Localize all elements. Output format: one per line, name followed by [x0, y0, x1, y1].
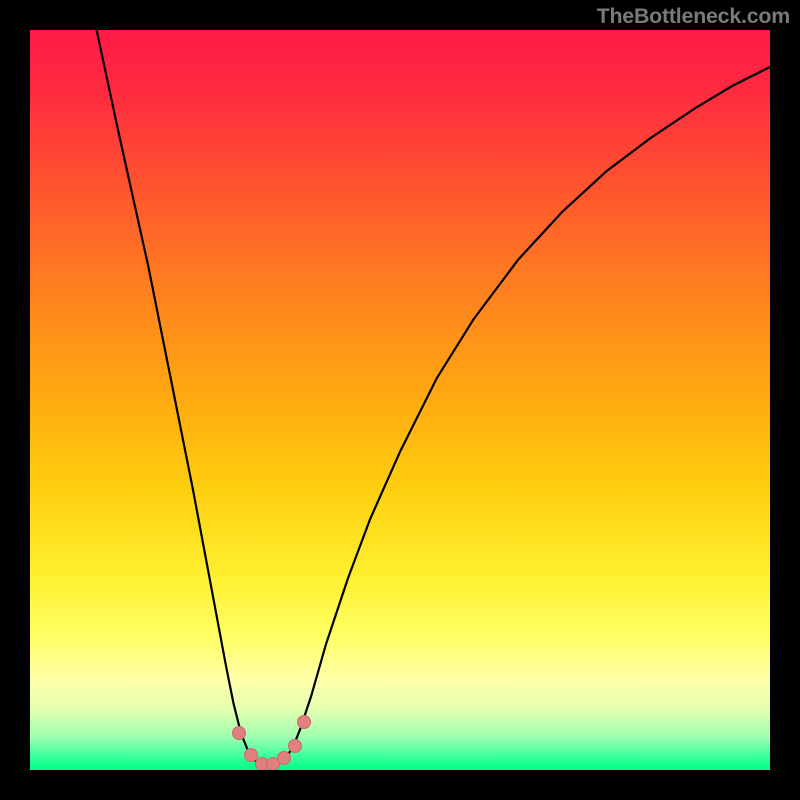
plot-area [30, 30, 770, 770]
watermark-text: TheBottleneck.com [597, 4, 790, 29]
curve-marker [288, 739, 302, 753]
curve-path [97, 30, 770, 766]
curve-svg [30, 30, 770, 770]
curve-marker [297, 715, 311, 729]
curve-marker [277, 751, 291, 765]
curve-marker [232, 726, 246, 740]
